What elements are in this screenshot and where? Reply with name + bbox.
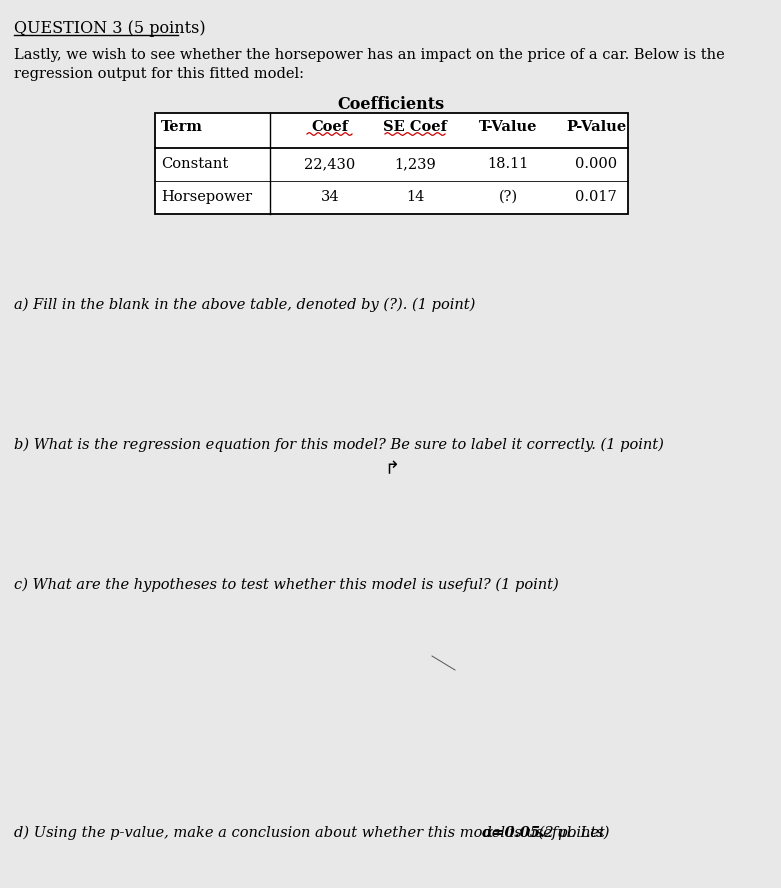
Text: 34: 34 <box>321 190 339 204</box>
Text: Lastly, we wish to see whether the horsepower has an impact on the price of a ca: Lastly, we wish to see whether the horse… <box>14 48 725 62</box>
Text: P-Value: P-Value <box>566 120 626 134</box>
Text: Term: Term <box>161 120 203 134</box>
Text: T-Value: T-Value <box>479 120 537 134</box>
Text: QUESTION 3 (5 points): QUESTION 3 (5 points) <box>14 20 205 37</box>
Text: 14: 14 <box>406 190 424 204</box>
Text: SE Coef: SE Coef <box>383 120 447 134</box>
Text: 18.11: 18.11 <box>487 157 529 171</box>
Text: 22,430: 22,430 <box>305 157 355 171</box>
Text: 1,239: 1,239 <box>394 157 436 171</box>
Text: Constant: Constant <box>161 157 228 171</box>
Text: (?): (?) <box>498 190 518 204</box>
Text: 0.017: 0.017 <box>575 190 617 204</box>
Bar <box>155 113 628 214</box>
Text: regression output for this fitted model:: regression output for this fitted model: <box>14 67 304 81</box>
Text: Coef: Coef <box>312 120 348 134</box>
Text: 0.000: 0.000 <box>575 157 617 171</box>
Text: α=0.05.: α=0.05. <box>482 826 546 840</box>
Text: Coefficients: Coefficients <box>337 96 444 113</box>
Text: c) What are the hypotheses to test whether this model is useful? (1 point): c) What are the hypotheses to test wheth… <box>14 578 558 592</box>
Text: (2 points): (2 points) <box>534 826 609 840</box>
Text: b) What is the regression equation for this model? Be sure to label it correctly: b) What is the regression equation for t… <box>14 438 664 452</box>
Text: d) Using the p-value, make a conclusion about whether this model is useful. Let: d) Using the p-value, make a conclusion … <box>14 826 609 840</box>
Text: ↱: ↱ <box>384 460 400 478</box>
Text: a) Fill in the blank in the above table, denoted by (?). (1 point): a) Fill in the blank in the above table,… <box>14 298 476 313</box>
Text: Horsepower: Horsepower <box>161 190 252 204</box>
